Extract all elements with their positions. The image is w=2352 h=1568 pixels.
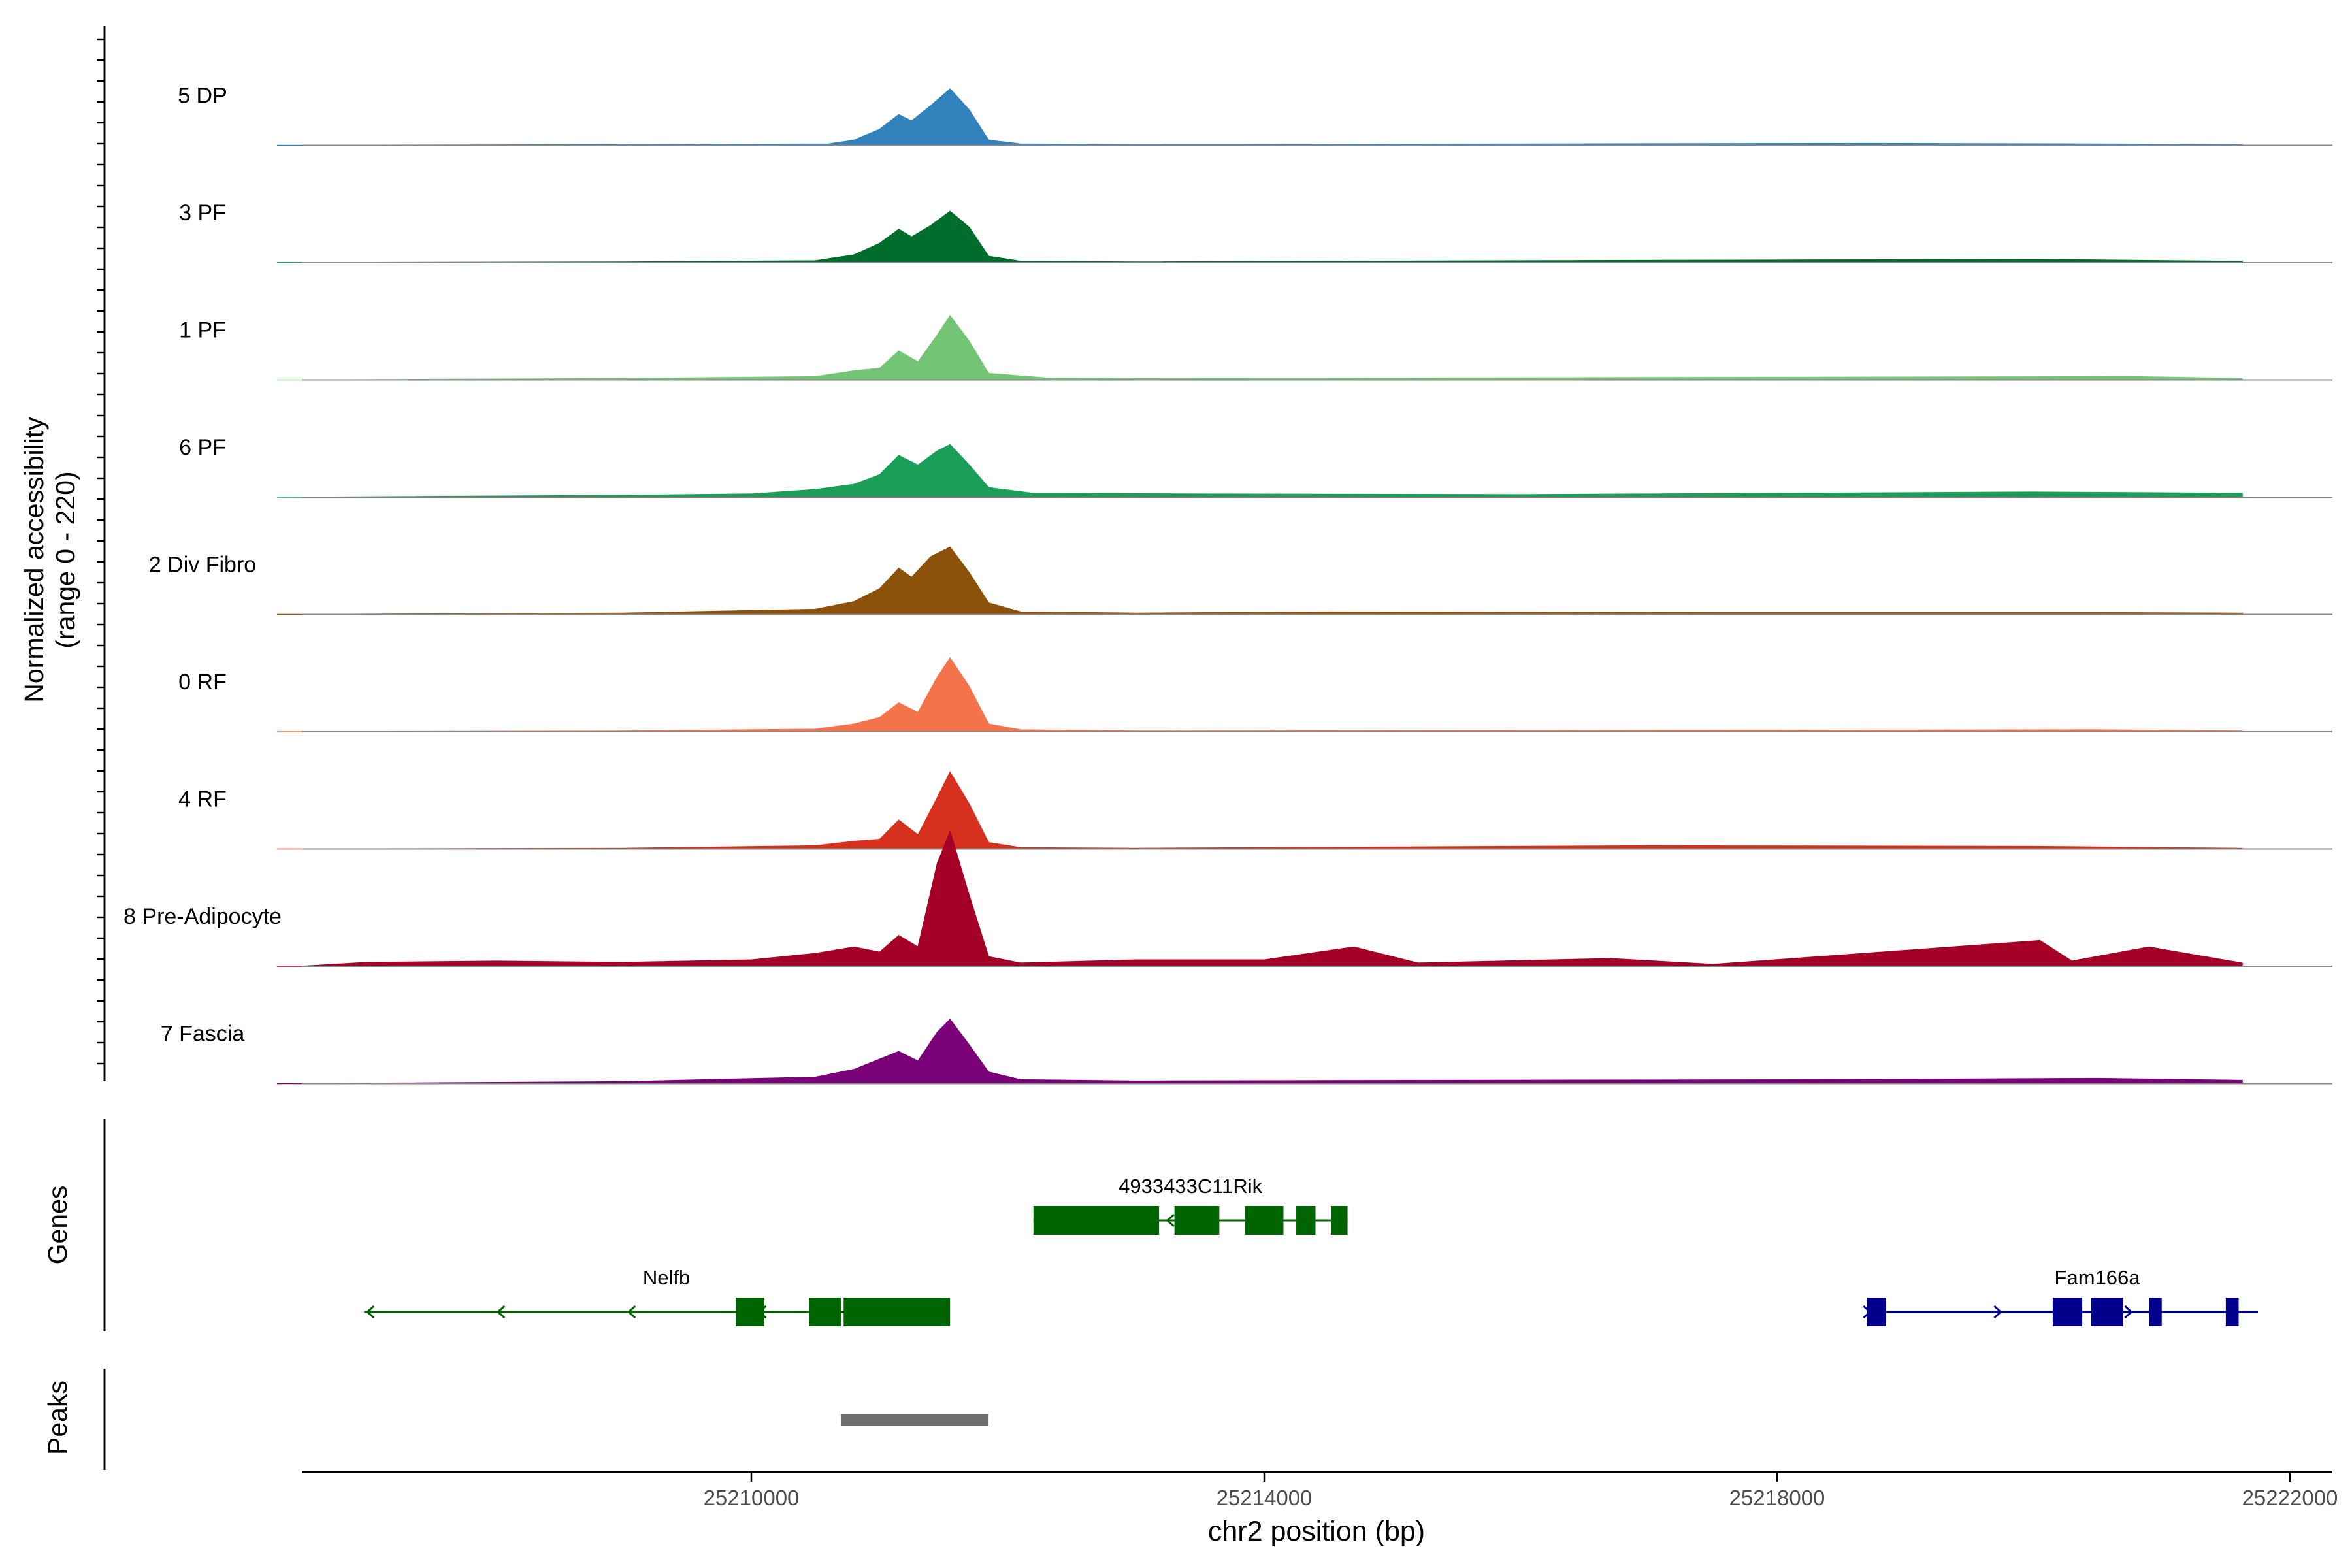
track-label: 5 DP: [178, 84, 227, 108]
track-area: [276, 210, 2243, 263]
track-area: [276, 444, 2243, 498]
gene-4933433c11rik: 4933433C11Rik: [1033, 1175, 1348, 1235]
track-area: [276, 314, 2243, 381]
gene-exon: [809, 1298, 841, 1326]
gene-label: Fam166a: [2055, 1266, 2141, 1289]
track-area: [276, 830, 2243, 967]
track-8-pre-adipocyte: 8 Pre-Adipocyte: [123, 830, 2332, 967]
track-label: 3 PF: [179, 201, 226, 225]
track-label: 8 Pre-Adipocyte: [123, 904, 282, 929]
track-5-dp: 5 DP: [178, 84, 2332, 146]
track-label: 1 PF: [179, 318, 226, 343]
gene-exon: [1296, 1206, 1316, 1235]
accessibility-tracks: 5 DP 3 PF 1 PF 6 PF 2 Div Fibro 0 RF 4 RF 8 Pre…: [123, 84, 2332, 1085]
gene-exon: [1245, 1206, 1284, 1235]
track-area: [276, 88, 2243, 146]
x-axis: 25210000 25214000 25218000 25222000: [302, 1471, 2338, 1510]
strand-arrow: [497, 1305, 506, 1319]
gene-fam166a: Fam166a: [1863, 1266, 2258, 1326]
track-3-pf: 3 PF: [179, 201, 2332, 263]
gene-exon: [2052, 1298, 2083, 1326]
strand-arrow: [2124, 1305, 2133, 1319]
track-label: 0 RF: [178, 670, 227, 694]
gene-exon: [2091, 1298, 2123, 1326]
gene-exon: [1174, 1206, 1220, 1235]
y-axis-title: Normalized accessibility: [19, 417, 49, 703]
peaks-panel: [103, 1369, 989, 1470]
track-2-div-fibro: 2 Div Fibro: [149, 546, 2332, 615]
track-0-rf: 0 RF: [178, 657, 2332, 732]
y-axis: [97, 26, 106, 1081]
gene-label: Nelfb: [643, 1266, 690, 1289]
x-tick-label: 25218000: [1729, 1486, 1825, 1510]
track-label: 6 PF: [179, 435, 226, 460]
x-tick-label: 25214000: [1217, 1486, 1313, 1510]
y-axis-range-label: (range 0 - 220): [50, 471, 80, 648]
track-label: 4 RF: [178, 787, 227, 812]
gene-nelfb: Nelfb: [364, 1266, 951, 1326]
track-area: [276, 546, 2243, 615]
gene-exon: [2149, 1298, 2162, 1326]
track-area: [276, 1019, 2243, 1085]
gene-exon: [736, 1298, 764, 1326]
gene-exon: [1867, 1298, 1886, 1326]
gene-exon: [1331, 1206, 1348, 1235]
track-4-rf: 4 RF: [178, 771, 2332, 850]
strand-arrow: [366, 1305, 375, 1319]
peaks-panel-label: Peaks: [42, 1380, 73, 1455]
strand-arrow: [1993, 1305, 2002, 1319]
track-area: [276, 657, 2243, 732]
gene-exon: [843, 1298, 951, 1326]
track-7-fascia: 7 Fascia: [161, 1019, 2332, 1085]
track-area: [276, 771, 2243, 850]
x-tick-label: 25222000: [2242, 1486, 2338, 1510]
peak-region: [841, 1414, 989, 1426]
gene-exon: [2225, 1298, 2239, 1326]
gene-label: 4933433C11Rik: [1119, 1175, 1263, 1198]
track-label: 7 Fascia: [161, 1022, 245, 1047]
strand-arrow: [627, 1305, 636, 1319]
strand-arrow: [1166, 1213, 1175, 1228]
track-6-pf: 6 PF: [179, 435, 2332, 498]
x-axis-title: chr2 position (bp): [1208, 1516, 1425, 1547]
genes-panel: 4933433C11Rik Nelfb Fam166a: [103, 1119, 2258, 1331]
genes-panel-label: Genes: [42, 1186, 73, 1265]
track-1-pf: 1 PF: [179, 314, 2332, 381]
track-label: 2 Div Fibro: [149, 553, 256, 578]
x-tick-label: 25210000: [704, 1486, 800, 1510]
gene-exon: [1033, 1206, 1160, 1235]
